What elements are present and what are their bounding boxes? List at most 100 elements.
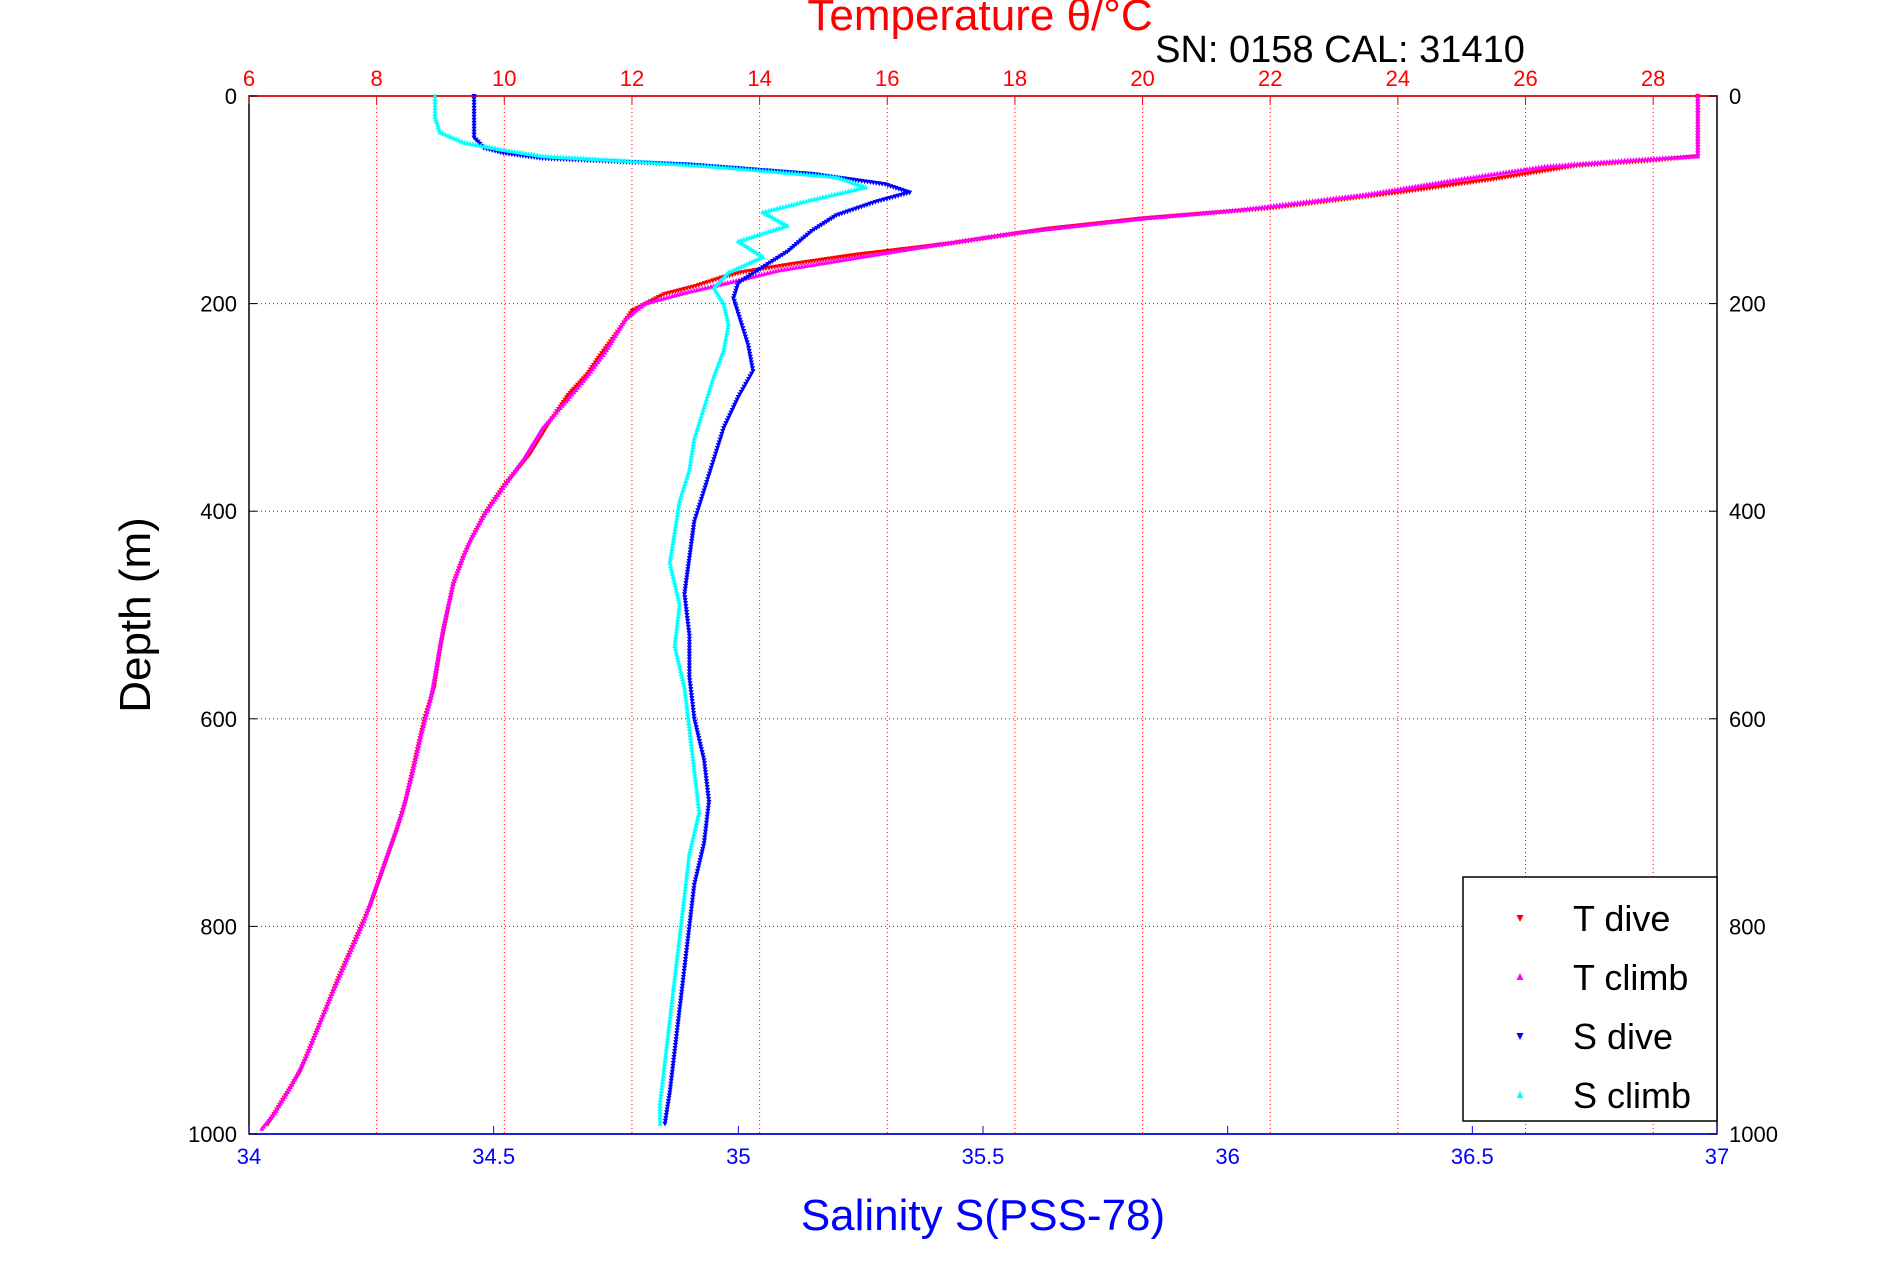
data-point [694, 727, 700, 733]
data-point [686, 924, 692, 930]
data-point [683, 951, 689, 956]
data-point [707, 468, 713, 474]
data-point [689, 539, 695, 544]
data-point [750, 369, 756, 374]
data-point [676, 1010, 682, 1016]
data-point [702, 485, 708, 491]
data-point [681, 971, 687, 977]
data-point [667, 1017, 673, 1022]
data-point [471, 117, 477, 123]
data-point [691, 435, 697, 441]
data-point [679, 910, 686, 916]
data-point [722, 341, 728, 347]
data-point [731, 293, 737, 299]
data-point [436, 650, 442, 656]
data-point [687, 547, 694, 553]
data-point [704, 814, 710, 820]
data-point [675, 616, 681, 622]
salinity-tick-label: 35 [726, 1144, 750, 1169]
data-point [683, 696, 689, 702]
data-point [685, 936, 691, 942]
data-point [682, 687, 688, 693]
data-point [720, 428, 726, 434]
data-point [667, 1084, 674, 1090]
data-point [658, 1091, 664, 1096]
data-point [432, 96, 438, 101]
data-point [703, 779, 710, 784]
data-point [657, 1120, 663, 1126]
data-point [666, 1022, 672, 1028]
data-point [722, 308, 729, 314]
data-point [432, 102, 438, 107]
data-point [696, 863, 702, 869]
data-point [471, 105, 477, 111]
data-point [669, 571, 676, 577]
data-point [1695, 138, 1701, 144]
data-point [746, 348, 752, 354]
data-point [693, 513, 699, 519]
data-point [716, 440, 722, 446]
data-point [690, 891, 696, 897]
data-point [668, 554, 674, 560]
data-point [685, 717, 691, 723]
data-point [784, 249, 790, 255]
data-point [432, 672, 438, 678]
data-point [661, 1067, 667, 1073]
data-point [739, 323, 745, 329]
data-point [754, 256, 761, 262]
data-point [674, 1025, 681, 1031]
data-point [682, 589, 688, 595]
data-point [675, 942, 682, 948]
data-point [693, 785, 699, 791]
data-point [1695, 113, 1701, 118]
data-point [671, 984, 677, 990]
data-point [675, 596, 681, 602]
data-point [733, 266, 740, 271]
legend-items: T dive T climb S dive S climb [1516, 898, 1691, 1116]
data-point [673, 628, 680, 634]
data-point [737, 317, 743, 323]
data-point [723, 311, 729, 316]
data-point [723, 420, 729, 426]
data-point [426, 700, 433, 706]
temperature-tick-label: 10 [492, 66, 516, 91]
data-point [686, 561, 692, 567]
data-point [710, 460, 716, 465]
data-point [688, 458, 694, 464]
data-point [668, 1008, 674, 1013]
data-point [676, 607, 682, 613]
series-s-climb [432, 93, 869, 1126]
data-point [675, 1022, 681, 1028]
data-point [400, 806, 406, 812]
data-point [700, 491, 706, 497]
data-point [690, 527, 696, 533]
data-point [696, 809, 702, 815]
data-point [679, 983, 686, 989]
temperature-tick-label: 8 [371, 66, 383, 91]
data-point [448, 589, 454, 595]
data-point [735, 280, 741, 286]
data-point [682, 690, 688, 696]
data-point [685, 714, 691, 720]
data-point [694, 511, 700, 516]
data-point [736, 264, 742, 270]
data-point [692, 880, 698, 885]
data-point [657, 1097, 663, 1102]
data-point [701, 841, 707, 847]
temperature-tick-label: 26 [1513, 66, 1537, 91]
data-point [677, 1001, 683, 1007]
data-point [663, 1115, 669, 1121]
data-point [725, 321, 732, 327]
data-point [747, 260, 753, 265]
data-point [673, 634, 679, 640]
data-point [435, 656, 441, 661]
data-point [677, 931, 683, 936]
data-point [688, 541, 694, 547]
data-point [674, 651, 680, 657]
data-point [705, 808, 711, 814]
temperature-tick-label: 20 [1130, 66, 1154, 91]
data-point [448, 592, 454, 597]
data-point [439, 633, 445, 639]
data-point [706, 799, 712, 805]
data-point [686, 720, 692, 726]
